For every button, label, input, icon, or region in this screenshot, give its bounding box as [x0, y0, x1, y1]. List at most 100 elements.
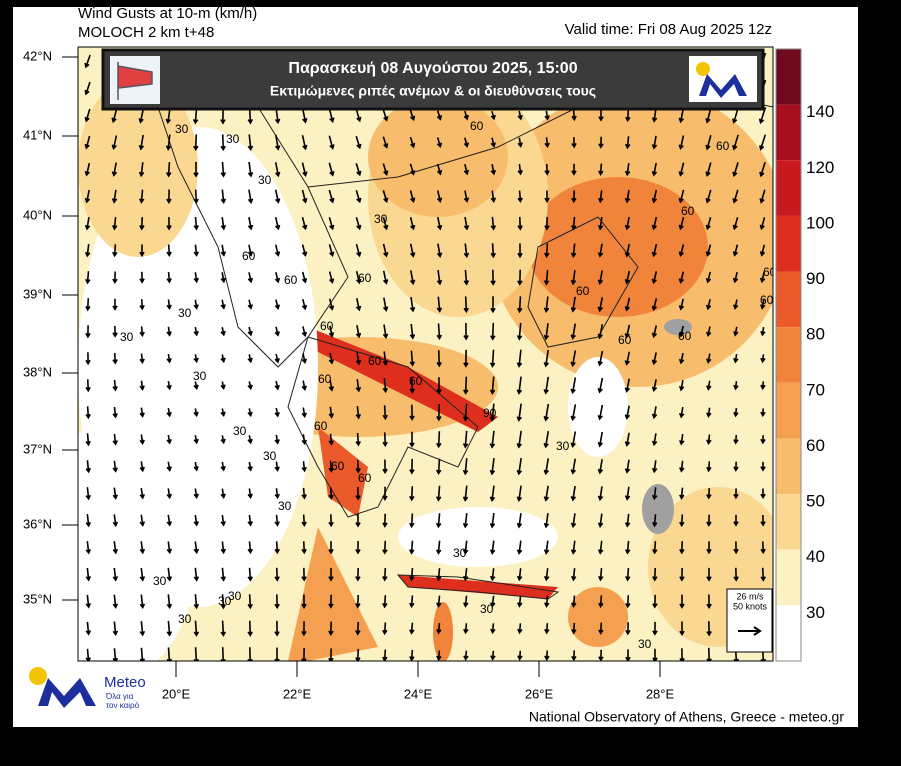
wind-arrow: [652, 594, 658, 609]
wind-arrow: [544, 110, 550, 121]
contour-label: 60: [760, 293, 774, 307]
wind-arrow: [490, 650, 496, 661]
wind-arrow: [328, 189, 335, 204]
wind-arrow: [409, 110, 416, 122]
wind-arrow: [220, 299, 226, 310]
contour-label: 60: [314, 419, 328, 433]
wind-arrow: [355, 108, 362, 123]
wind-arrow: [733, 326, 739, 337]
lon-label: 20°E: [162, 686, 191, 701]
wind-arrow: [139, 594, 146, 610]
wind-arrow: [274, 647, 280, 661]
wind-arrow: [624, 378, 631, 393]
wind-arrow: [759, 272, 766, 284]
wind-arrow: [706, 353, 712, 364]
wind-arrow: [570, 458, 577, 475]
wind-arrow: [598, 163, 604, 177]
wind-arrow: [436, 377, 442, 395]
wind-arrow: [301, 244, 308, 257]
wind-arrow: [247, 244, 254, 257]
wind-arrow: [759, 217, 766, 231]
wind-arrow: [516, 430, 522, 449]
wind-arrow: [382, 540, 388, 555]
wind-arrow: [274, 434, 280, 445]
wind-arrow: [517, 164, 523, 176]
wind-arrow: [436, 190, 443, 203]
wind-arrow: [651, 460, 658, 474]
map-border: [77, 46, 774, 662]
wind-arrow: [544, 595, 550, 608]
wind-arrow: [489, 430, 496, 449]
wind-arrow: [463, 110, 469, 121]
wind-arrow: [84, 244, 91, 258]
wind-arrow: [247, 541, 253, 555]
contour-label: 30: [263, 449, 277, 463]
wind-arrow: [166, 461, 172, 472]
wind-arrow: [274, 217, 281, 231]
wind-arrow: [220, 161, 227, 178]
wind-arrow: [193, 189, 199, 205]
wind-arrow: [409, 595, 415, 609]
wind-arrow: [220, 244, 227, 257]
wind-arrow: [220, 541, 227, 555]
wind-arrow: [706, 407, 712, 418]
wind-arrow: [139, 407, 145, 418]
wind-arrow: [516, 458, 523, 476]
wind-arrow: [112, 298, 118, 311]
wind-arrow: [247, 647, 253, 661]
wind-arrow: [85, 648, 92, 661]
wind-arrow: [355, 244, 362, 258]
wind-arrow: [760, 488, 766, 500]
wind-arrow: [543, 296, 550, 314]
contour-label: 90: [483, 406, 497, 420]
wind-arrow: [436, 595, 442, 608]
colorbar-band: [776, 271, 801, 328]
colorbar-band: [776, 160, 801, 216]
wind-arrow: [624, 216, 631, 231]
wind-arrow: [597, 540, 604, 555]
contour-label: 30: [218, 594, 232, 608]
wind-arrow: [760, 461, 766, 472]
wind-arrow: [274, 162, 281, 178]
wind-arrow: [489, 485, 496, 502]
contour-label: 60: [358, 271, 372, 285]
wind-arrow: [220, 381, 226, 390]
wind-arrow: [544, 163, 550, 176]
wind-arrow: [220, 488, 226, 499]
wind-arrow: [84, 216, 91, 231]
wind-arrow: [597, 459, 604, 475]
wind-arrow: [247, 408, 253, 418]
colorbar-tick-label: 80: [806, 325, 825, 344]
wind-arrow: [679, 621, 685, 637]
colorbar-band: [776, 549, 801, 606]
wind-arrow: [112, 271, 118, 285]
colorbar-tick-label: 140: [806, 102, 834, 121]
wind-arrow: [139, 541, 146, 555]
wind-arrow: [571, 110, 577, 122]
wind-arrow: [247, 272, 254, 284]
wind-arrow: [463, 296, 469, 314]
contour-label: 30: [228, 589, 242, 603]
wind-arrow: [193, 217, 199, 231]
wind-arrow: [706, 461, 712, 473]
wind-arrow: [759, 244, 766, 257]
wind-arrow: [355, 217, 362, 231]
wind-arrow: [166, 488, 172, 500]
wind-arrow: [139, 380, 145, 391]
wind-arrow: [678, 325, 685, 338]
wind-arrow: [112, 487, 119, 500]
wind-arrow: [652, 567, 658, 582]
wind-arrow: [274, 244, 281, 257]
lat-label: 39°N: [23, 286, 52, 301]
wind-arrow: [166, 434, 172, 445]
wind-arrow: [301, 461, 307, 473]
contour-label: 30: [480, 602, 494, 616]
wind-arrow: [598, 136, 604, 149]
wind-arrow: [706, 434, 712, 446]
wind-arrow: [355, 379, 362, 393]
wind-arrow: [571, 650, 577, 661]
field: [288, 527, 378, 661]
wind-arrow: [409, 350, 416, 367]
wind-arrow: [705, 189, 712, 204]
wind-arrow: [760, 299, 766, 310]
